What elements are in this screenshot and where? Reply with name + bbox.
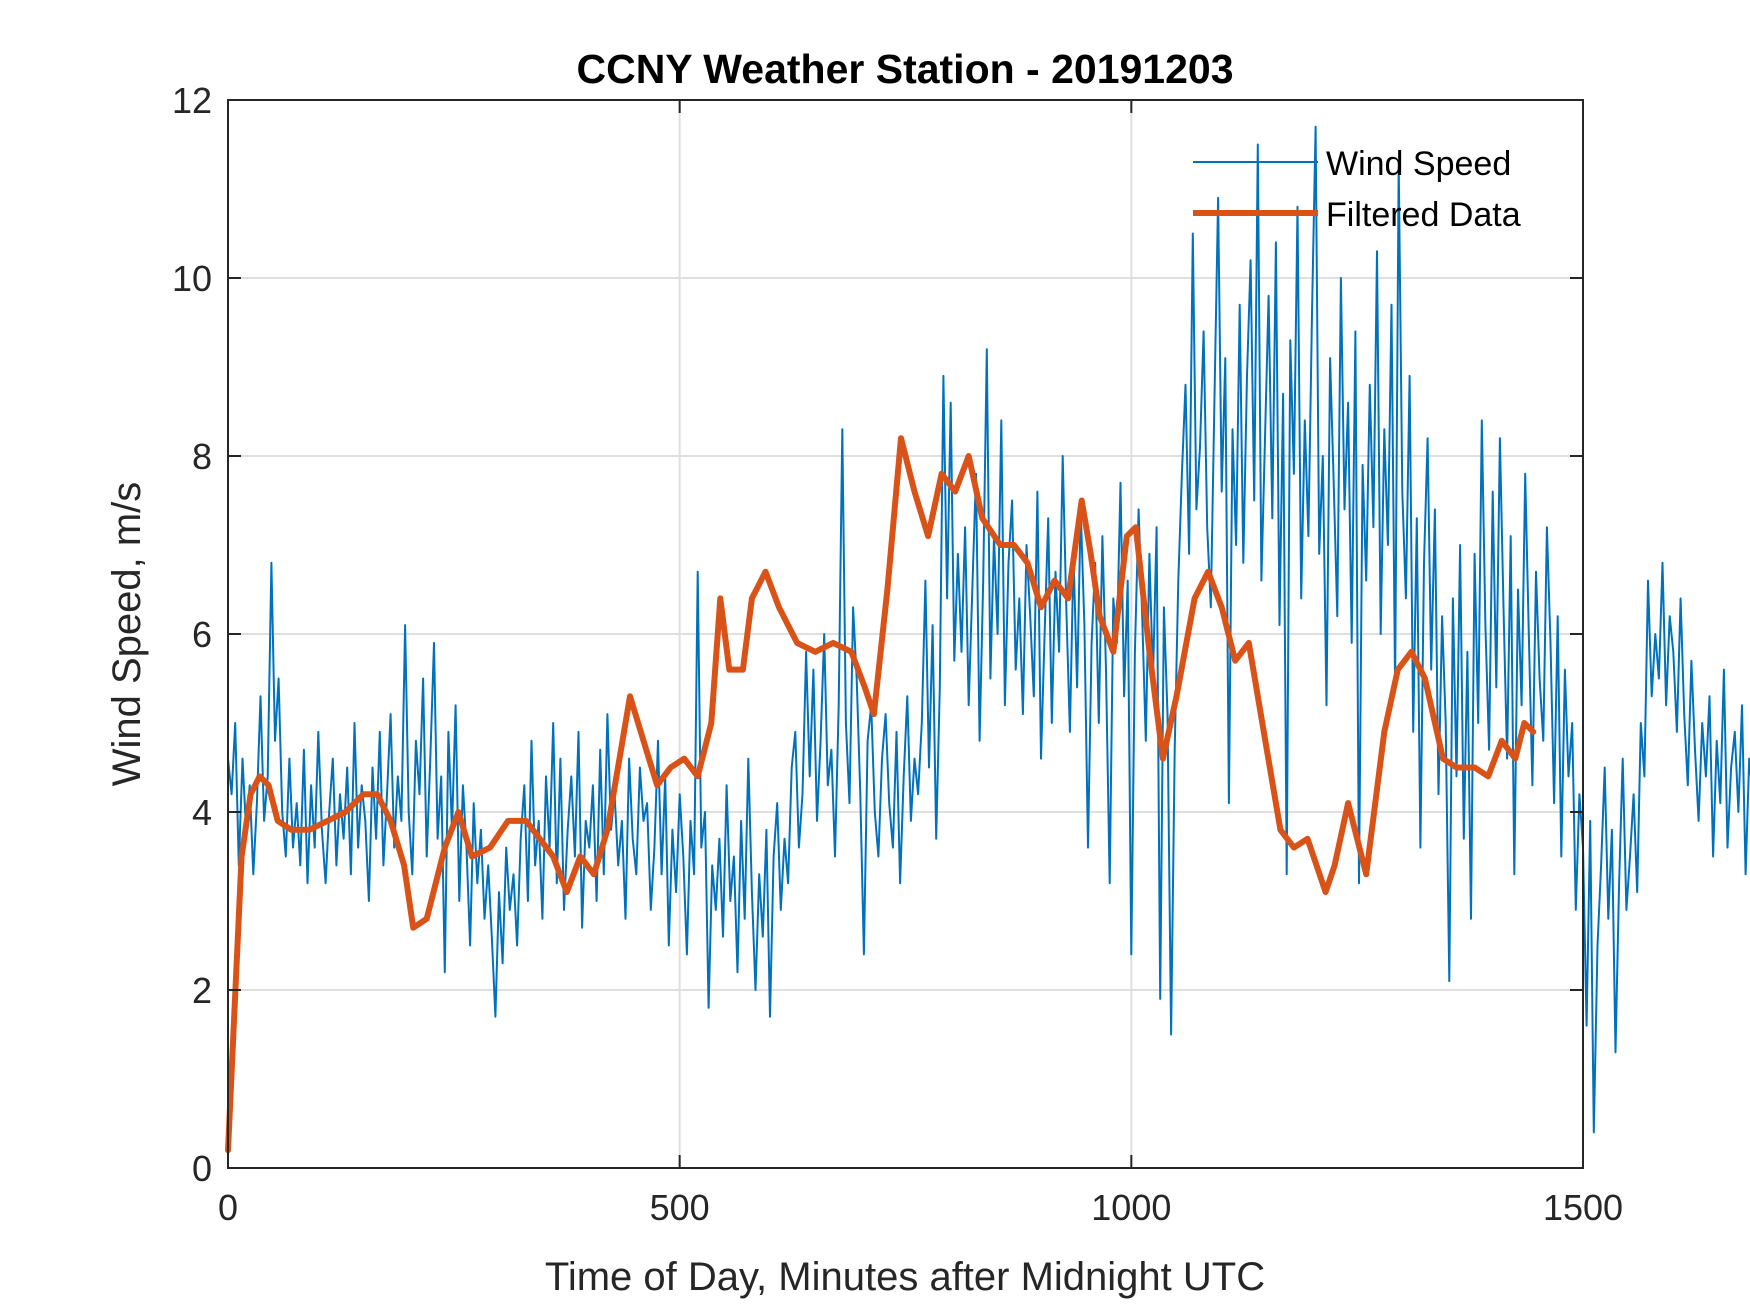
series-layer — [225, 125, 1750, 1154]
x-tick-label: 1500 — [1543, 1187, 1623, 1228]
series-line-filtered-data — [225, 435, 1537, 1154]
axis-ticks — [227, 99, 1584, 1169]
tick-labels: 0 500 1000 1500 0 2 4 6 8 10 12 — [172, 80, 1623, 1228]
x-tick-label: 1000 — [1091, 1187, 1171, 1228]
y-tick-label: 0 — [192, 1148, 212, 1189]
x-axis-label: Time of Day, Minutes after Midnight UTC — [545, 1255, 1265, 1299]
y-tick-label: 8 — [192, 436, 212, 477]
x-tick-label: 500 — [650, 1187, 710, 1228]
legend-label-wind-speed: Wind Speed — [1326, 145, 1511, 183]
y-tick-label: 12 — [172, 80, 212, 121]
series-line-wind-speed — [227, 125, 1750, 1134]
y-tick-label: 6 — [192, 614, 212, 655]
x-tick-label: 0 — [218, 1187, 238, 1228]
legend-label-filtered-data: Filtered Data — [1326, 196, 1521, 234]
y-tick-label: 2 — [192, 970, 212, 1011]
y-tick-label: 4 — [192, 792, 212, 833]
y-axis-label: Wind Speed, m/s — [105, 482, 149, 787]
chart-title: CCNY Weather Station - 20191203 — [576, 46, 1233, 92]
legend: Wind Speed Filtered Data — [1193, 145, 1521, 234]
y-tick-label: 10 — [172, 258, 212, 299]
